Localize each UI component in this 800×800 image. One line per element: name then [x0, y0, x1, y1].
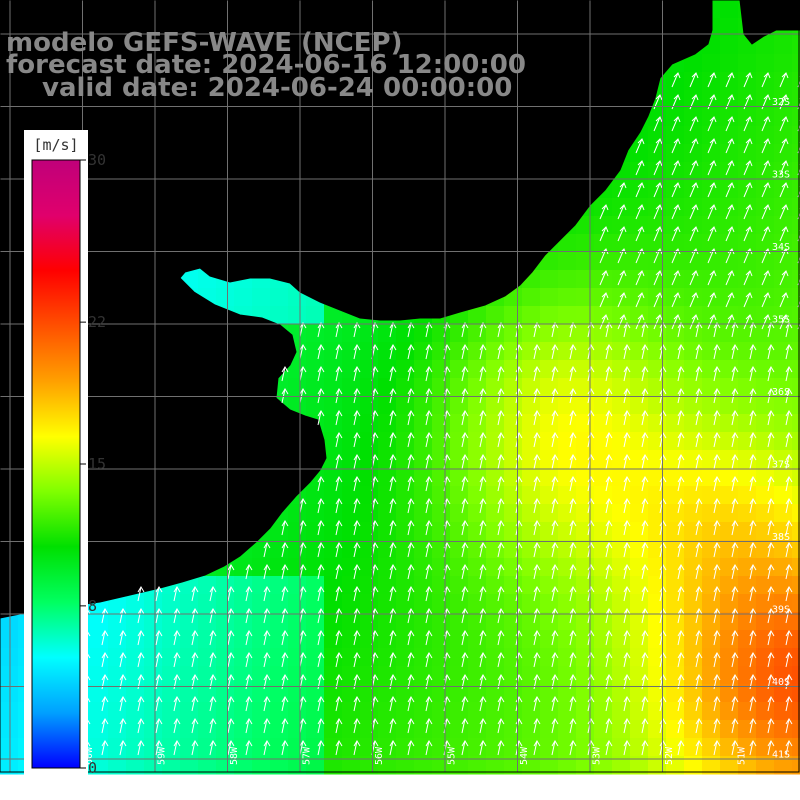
lat-label: 39S — [772, 605, 790, 616]
lon-label: 60W — [84, 746, 95, 765]
lat-label: 41S — [772, 750, 790, 761]
lat-label: 32S — [772, 97, 790, 108]
land-brazil-southeast — [740, 0, 800, 44]
colorbar-unit-label: [m/s] — [33, 136, 78, 154]
lon-label: 54W — [519, 746, 530, 765]
lon-label: 59W — [157, 746, 168, 765]
colorbar-tick-label: 30 — [88, 151, 106, 169]
plot-frame — [0, 0, 800, 773]
forecast-date: forecast date: 2024-06-16 12:00:00 — [6, 50, 526, 80]
colorbar-tick-label: 8 — [88, 597, 97, 615]
lon-label: 58W — [229, 746, 240, 765]
lon-label: 55W — [447, 746, 458, 765]
lon-label: 56W — [374, 746, 385, 765]
latitude-labels: 32S 33S 34S 35S 36S 37S 38S 39S 40S 41S — [772, 97, 790, 761]
lat-label: 36S — [772, 387, 790, 398]
colorbar-tick-label: 15 — [88, 455, 106, 473]
lat-label: 34S — [772, 242, 790, 253]
longitude-labels: 60W 59W 58W 57W 56W 55W 54W 53W 52W 51W — [84, 746, 748, 765]
lat-label: 37S — [772, 460, 790, 471]
colorbar-tick-label: 22 — [88, 313, 106, 331]
colorbar-strip — [31, 159, 81, 769]
lat-label: 40S — [772, 677, 790, 688]
lat-lon-grid — [0, 0, 800, 772]
lat-label: 35S — [772, 315, 790, 326]
lon-label: 51W — [737, 746, 748, 765]
colorbar-tick-label: 0 — [88, 759, 97, 777]
lon-label: 52W — [664, 746, 675, 765]
lat-label: 38S — [772, 532, 790, 543]
colorbar: [m/s] 30 22 15 8 0 — [24, 130, 106, 777]
lat-label: 33S — [772, 170, 790, 181]
valid-date: valid date: 2024-06-24 00:00:00 — [42, 73, 513, 103]
coastline — [0, 0, 800, 619]
land-uruguay-brazil — [0, 0, 712, 320]
colorbar-ticks: 30 22 15 8 0 — [80, 151, 106, 777]
model-title: modelo GEFS-WAVE (NCEP) — [6, 28, 403, 58]
lon-label: 53W — [592, 746, 603, 765]
lon-label: 57W — [302, 746, 313, 765]
